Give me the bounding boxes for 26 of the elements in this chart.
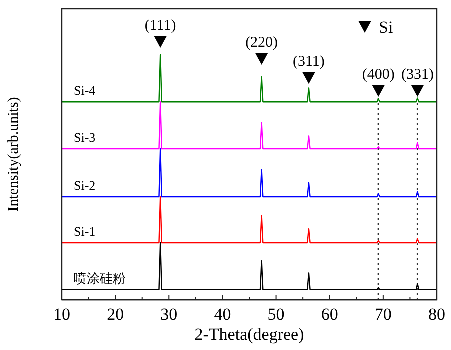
point	[154, 36, 168, 48]
x-tick-label: 20	[107, 305, 124, 324]
point	[411, 85, 424, 98]
series-label: 喷涂硅粉	[74, 270, 126, 286]
point	[302, 72, 316, 84]
x-tick-label: 40	[214, 305, 232, 324]
point	[255, 53, 268, 66]
x-axis-title: 2-Theta(degree)	[194, 325, 304, 344]
x-tick-label: 60	[321, 305, 338, 324]
legend-label: Si	[379, 18, 394, 37]
x-tick-label: 30	[160, 305, 178, 324]
annotation: (331)	[401, 67, 434, 84]
annotation: (400)	[362, 67, 395, 84]
series-label: Si-4	[74, 83, 96, 98]
annotation: (220)	[246, 35, 278, 52]
y-axis-title: Intensity(arb.units)	[6, 97, 22, 212]
series-label: Si-3	[74, 130, 96, 146]
text: (111)	[144, 18, 176, 34]
series-label: Si-2	[74, 178, 96, 194]
x-tick-label: 50	[268, 305, 285, 324]
x-tick-label: 70	[374, 305, 392, 324]
x-tick-label: 10	[54, 305, 70, 324]
x-tick-label: 80	[428, 305, 446, 324]
point	[372, 85, 386, 98]
annotation: (311)	[292, 54, 325, 70]
series-label: Si-1	[74, 224, 96, 239]
